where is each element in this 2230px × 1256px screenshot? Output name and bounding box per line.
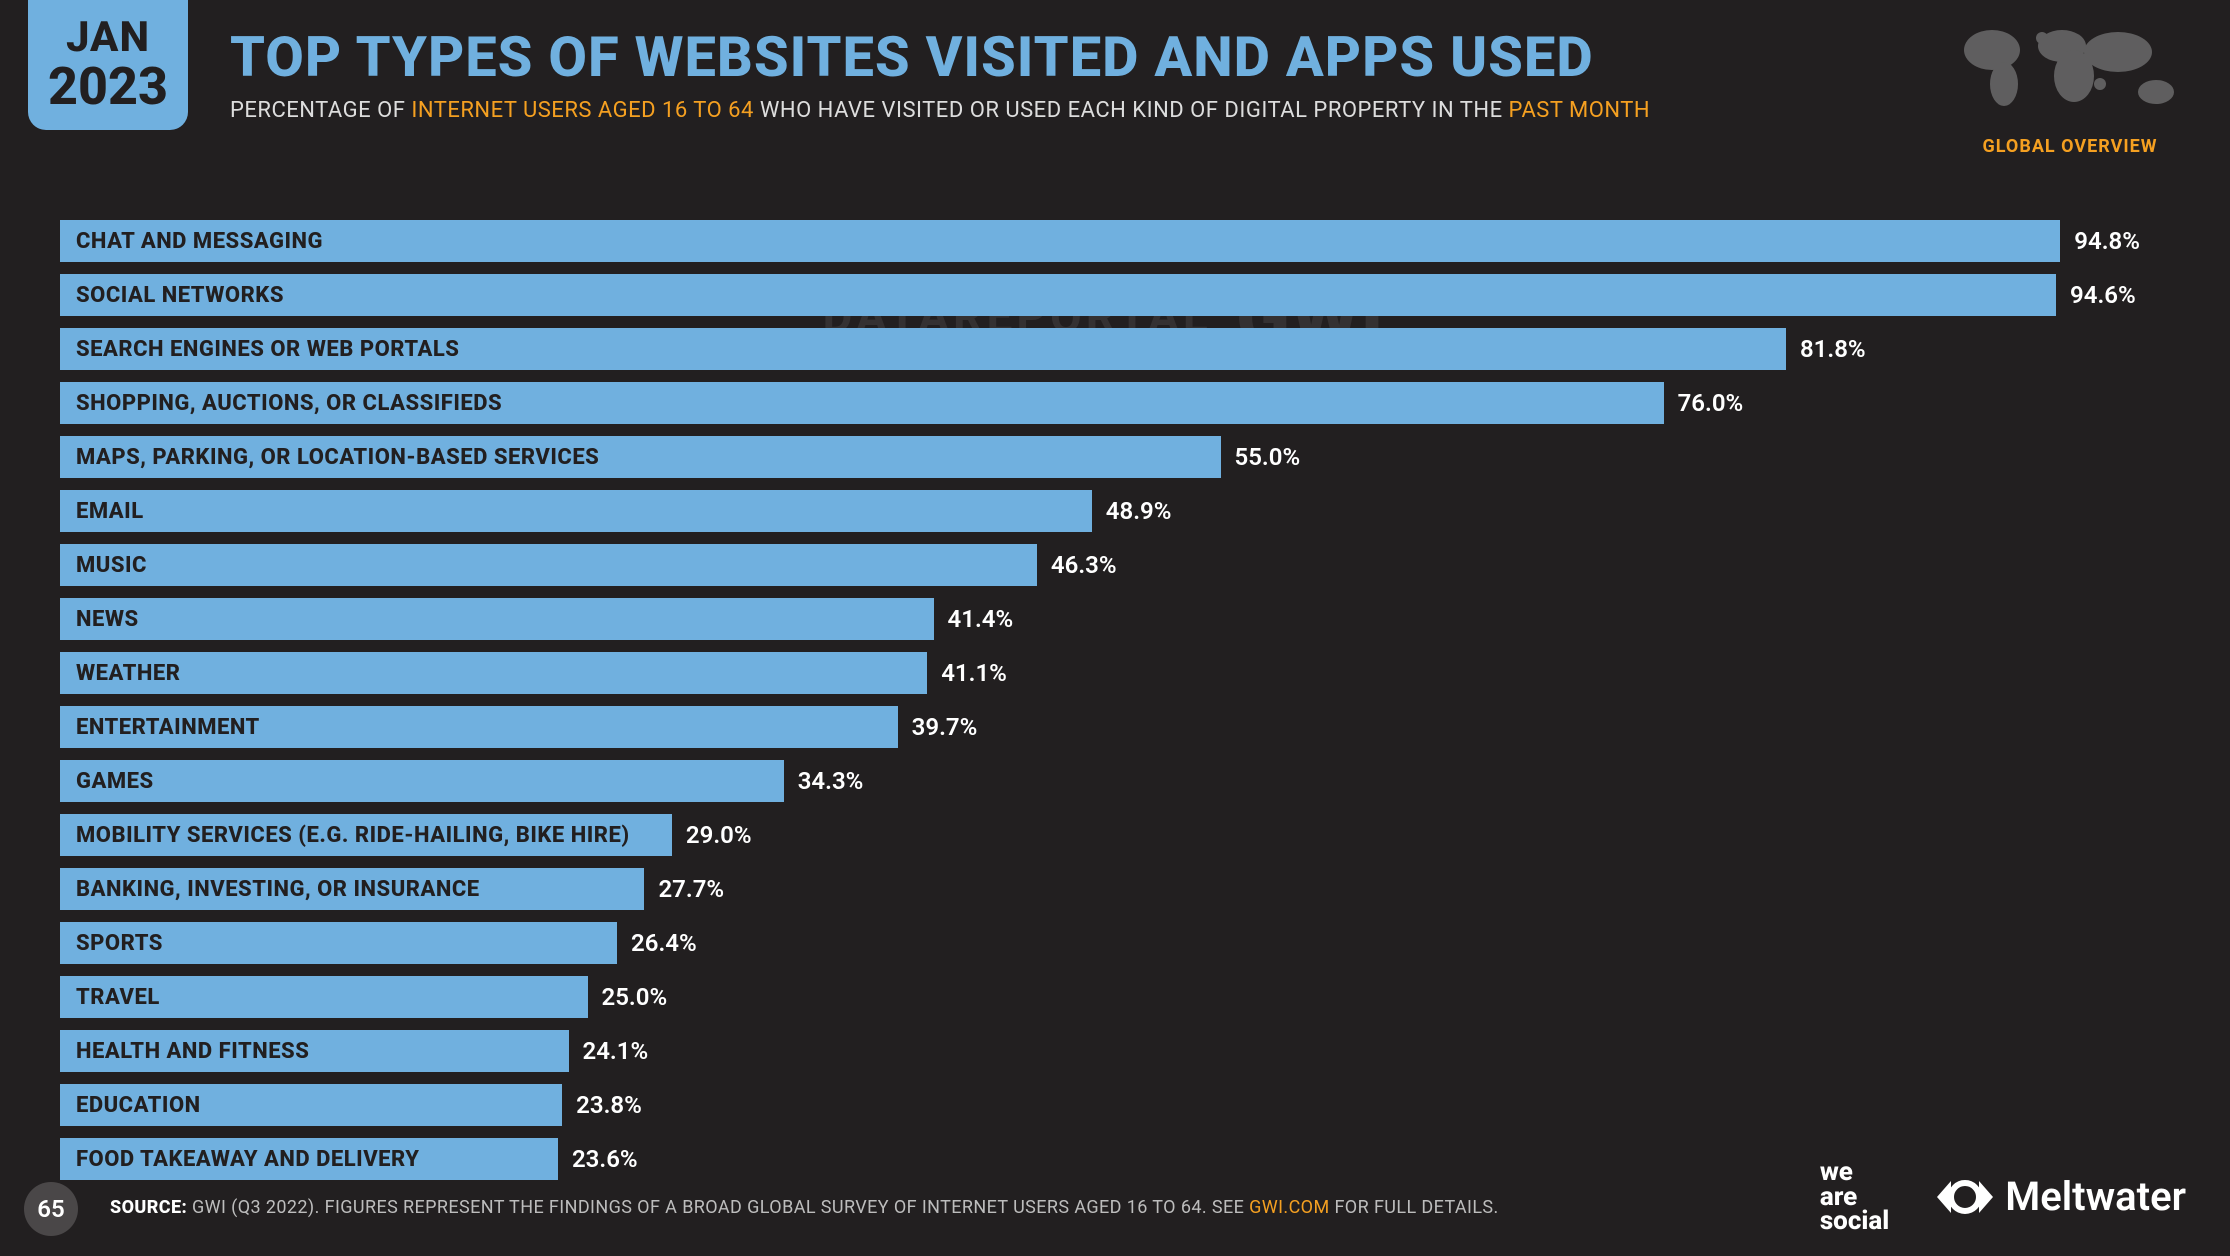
header: TOP TYPES OF WEBSITES VISITED AND APPS U… — [230, 24, 1930, 123]
bar-row: BANKING, INVESTING, OR INSURANCE 27.7% — [60, 868, 2170, 910]
bar-row: CHAT AND MESSAGING 94.8% — [60, 220, 2170, 262]
bar: SPORTS — [60, 922, 617, 964]
bar-value: 41.1% — [941, 659, 1007, 687]
bar-row: SHOPPING, AUCTIONS, OR CLASSIFIEDS 76.0% — [60, 382, 2170, 424]
page-title: TOP TYPES OF WEBSITES VISITED AND APPS U… — [230, 24, 1930, 90]
bar-value: 48.9% — [1106, 497, 1172, 525]
bar-value: 81.8% — [1800, 335, 1866, 363]
bar-row: GAMES 34.3% — [60, 760, 2170, 802]
global-overview: GLOBAL OVERVIEW — [1950, 18, 2190, 157]
we-are-social-logo: we are social — [1820, 1160, 1889, 1234]
bar: TRAVEL — [60, 976, 588, 1018]
bar-row: MOBILITY SERVICES (E.G. RIDE-HAILING, BI… — [60, 814, 2170, 856]
footer-logos: we are social Meltwater — [1820, 1160, 2186, 1234]
bar-row: NEWS 41.4% — [60, 598, 2170, 640]
bar-row: MAPS, PARKING, OR LOCATION-BASED SERVICE… — [60, 436, 2170, 478]
bar-chart: CHAT AND MESSAGING 94.8% SOCIAL NETWORKS 94… — [60, 220, 2170, 1116]
bar-row: EMAIL 48.9% — [60, 490, 2170, 532]
bar-row: EDUCATION 23.8% — [60, 1084, 2170, 1126]
bar-row: SOCIAL NETWORKS 94.6% — [60, 274, 2170, 316]
bar: CHAT AND MESSAGING — [60, 220, 2060, 262]
bar: SOCIAL NETWORKS — [60, 274, 2056, 316]
bar: MUSIC — [60, 544, 1037, 586]
bar: GAMES — [60, 760, 784, 802]
bar-row: SEARCH ENGINES OR WEB PORTALS 81.8% — [60, 328, 2170, 370]
bar: NEWS — [60, 598, 934, 640]
world-map-icon — [1950, 18, 2190, 128]
bar: SHOPPING, AUCTIONS, OR CLASSIFIEDS — [60, 382, 1664, 424]
bar: EDUCATION — [60, 1084, 562, 1126]
bar-row: TRAVEL 25.0% — [60, 976, 2170, 1018]
bar: HEALTH AND FITNESS — [60, 1030, 569, 1072]
source-line: SOURCE: GWI (Q3 2022). FIGURES REPRESENT… — [110, 1197, 1499, 1218]
bar-value: 24.1% — [583, 1037, 649, 1065]
global-overview-label: GLOBAL OVERVIEW — [1950, 136, 2190, 157]
bar-row: HEALTH AND FITNESS 24.1% — [60, 1030, 2170, 1072]
bar: ENTERTAINMENT — [60, 706, 898, 748]
bar-value: 55.0% — [1235, 443, 1301, 471]
page-number: 65 — [24, 1182, 78, 1236]
bar: MAPS, PARKING, OR LOCATION-BASED SERVICE… — [60, 436, 1221, 478]
bar-value: 23.8% — [576, 1091, 642, 1119]
bar: WEATHER — [60, 652, 927, 694]
meltwater-logo: Meltwater — [1935, 1173, 2186, 1220]
bar-value: 41.4% — [948, 605, 1014, 633]
date-month: JAN — [66, 17, 150, 59]
bar: SEARCH ENGINES OR WEB PORTALS — [60, 328, 1786, 370]
bar-value: 39.7% — [912, 713, 978, 741]
date-year: 2023 — [48, 61, 168, 113]
bar-value: 94.6% — [2070, 281, 2136, 309]
bar-row: WEATHER 41.1% — [60, 652, 2170, 694]
bar-value: 27.7% — [658, 875, 724, 903]
page-subtitle: PERCENTAGE OF INTERNET USERS AGED 16 TO … — [230, 98, 1930, 123]
bar-row: SPORTS 26.4% — [60, 922, 2170, 964]
bar-row: MUSIC 46.3% — [60, 544, 2170, 586]
bar: BANKING, INVESTING, OR INSURANCE — [60, 868, 644, 910]
bar: EMAIL — [60, 490, 1092, 532]
bar-value: 29.0% — [686, 821, 752, 849]
date-badge: JAN 2023 — [28, 0, 188, 130]
bar-value: 26.4% — [631, 929, 697, 957]
bar-value: 46.3% — [1051, 551, 1117, 579]
bar-value: 94.8% — [2074, 227, 2140, 255]
bar-row: ENTERTAINMENT 39.7% — [60, 706, 2170, 748]
bar-value: 34.3% — [798, 767, 864, 795]
bar-value: 25.0% — [602, 983, 668, 1011]
bar-value: 76.0% — [1678, 389, 1744, 417]
meltwater-icon — [1935, 1177, 1995, 1217]
footer: 65 SOURCE: GWI (Q3 2022). FIGURES REPRES… — [0, 1146, 2230, 1256]
bar: MOBILITY SERVICES (E.G. RIDE-HAILING, BI… — [60, 814, 672, 856]
